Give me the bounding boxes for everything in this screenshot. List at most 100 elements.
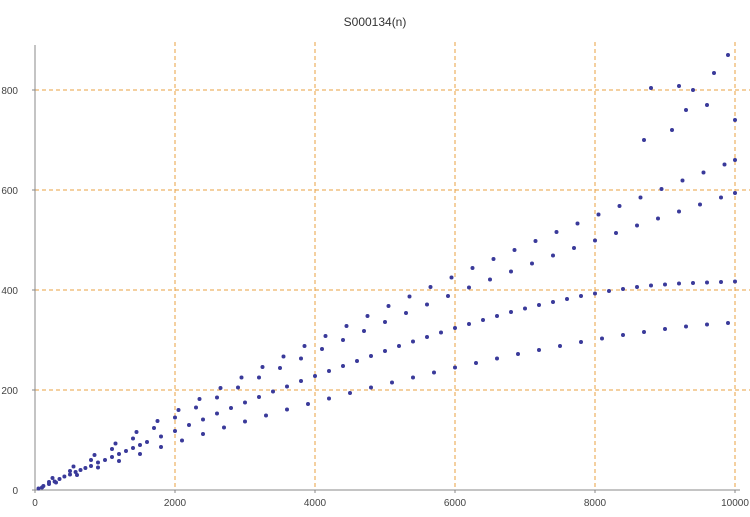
data-point: [705, 280, 709, 285]
data-point: [159, 434, 163, 439]
data-point: [411, 375, 415, 380]
data-point: [145, 440, 149, 444]
data-point: [271, 389, 275, 394]
data-point: [551, 300, 555, 304]
data-point: [281, 354, 286, 359]
data-points: [36, 53, 737, 491]
data-point: [313, 374, 317, 378]
data-point: [537, 348, 541, 352]
data-point: [642, 330, 646, 334]
data-point: [722, 162, 727, 167]
data-point: [621, 333, 625, 337]
tick-labels: 0 2000 4000 6000 8000 10000 0 200 400 600 800: [1, 86, 749, 509]
data-point: [103, 458, 107, 462]
data-point: [229, 406, 233, 410]
data-point: [554, 230, 559, 234]
x-tick-label: 8000: [584, 498, 607, 509]
data-point: [71, 464, 76, 469]
data-point: [481, 318, 485, 322]
data-point: [551, 253, 555, 258]
data-point: [173, 429, 177, 433]
data-point: [719, 195, 723, 200]
data-point: [407, 294, 412, 299]
data-point: [509, 269, 513, 274]
data-point: [446, 294, 450, 298]
data-point: [649, 86, 653, 90]
data-point: [428, 285, 433, 289]
data-point: [607, 289, 611, 293]
data-point: [411, 339, 415, 344]
x-tick-label: 10000: [721, 498, 749, 509]
data-point: [593, 291, 597, 296]
data-point: [579, 340, 583, 344]
data-point: [176, 408, 181, 412]
data-point: [369, 385, 373, 390]
data-point: [537, 303, 541, 307]
data-point: [470, 266, 475, 270]
data-point: [197, 397, 202, 401]
data-point: [642, 138, 646, 142]
data-point: [453, 365, 457, 370]
data-point: [596, 212, 601, 217]
data-point: [306, 402, 310, 406]
x-tick-label: 4000: [304, 498, 327, 509]
data-point: [187, 423, 191, 427]
data-point: [365, 314, 370, 318]
data-point: [425, 302, 429, 307]
data-point: [113, 441, 118, 446]
grid: [35, 42, 750, 490]
data-point: [439, 330, 443, 335]
data-point: [533, 239, 538, 243]
data-point: [656, 216, 660, 221]
data-point: [215, 395, 219, 400]
data-point: [327, 369, 331, 373]
data-point: [341, 364, 345, 368]
data-point: [110, 447, 114, 451]
data-point: [600, 336, 604, 341]
data-point: [260, 365, 265, 369]
data-point: [73, 470, 78, 474]
data-point: [75, 473, 79, 477]
data-point: [47, 480, 51, 484]
data-point: [201, 417, 205, 422]
axes: [32, 45, 740, 493]
data-point: [68, 472, 72, 477]
data-point: [124, 449, 128, 453]
data-point: [432, 370, 436, 375]
data-point: [341, 338, 345, 342]
data-point: [327, 396, 331, 401]
data-point: [386, 304, 391, 308]
data-point: [201, 432, 205, 436]
data-point: [83, 466, 88, 470]
data-point: [397, 344, 401, 348]
data-point: [110, 455, 114, 459]
data-point: [726, 321, 730, 325]
data-point: [512, 248, 517, 252]
data-point: [344, 324, 349, 328]
data-point: [719, 280, 723, 284]
data-point: [320, 347, 324, 351]
data-point: [299, 356, 303, 361]
data-point: [92, 453, 97, 457]
data-point: [117, 459, 121, 463]
data-point: [117, 452, 121, 456]
data-point: [173, 415, 177, 420]
data-point: [705, 322, 709, 327]
data-point: [684, 108, 688, 112]
data-point: [57, 477, 62, 481]
data-point: [96, 460, 100, 465]
x-tick-label: 2000: [164, 498, 187, 509]
y-tick-label: 0: [12, 486, 18, 497]
data-point: [50, 476, 55, 480]
data-point: [239, 375, 244, 380]
data-point: [621, 287, 625, 291]
data-point: [691, 88, 695, 92]
data-point: [257, 395, 261, 399]
data-point: [278, 366, 282, 370]
data-point: [565, 297, 569, 301]
data-point: [257, 375, 261, 380]
data-point: [733, 191, 737, 195]
data-point: [138, 452, 142, 456]
data-point: [474, 361, 478, 365]
